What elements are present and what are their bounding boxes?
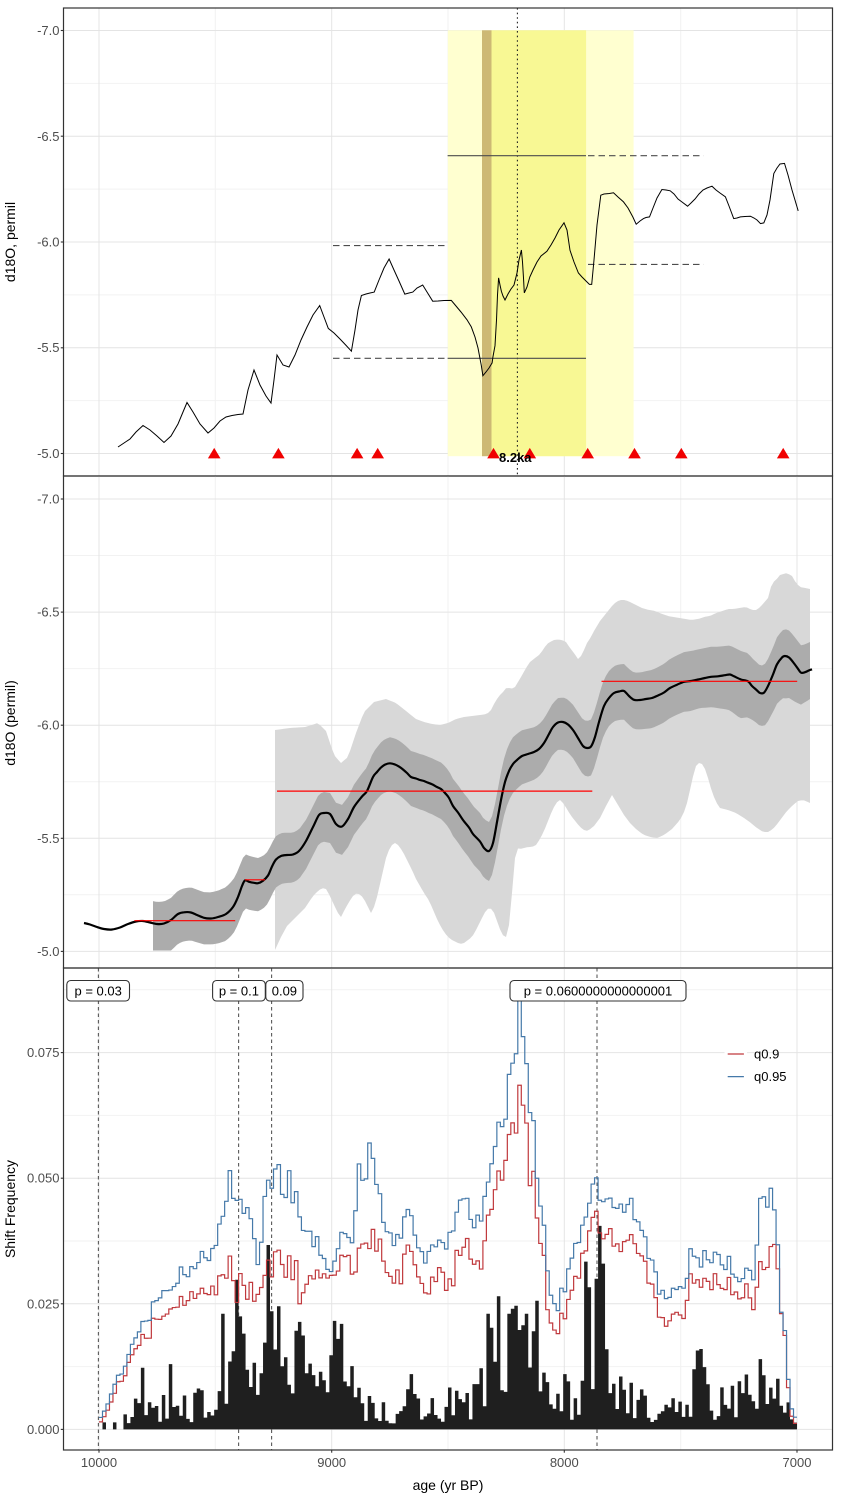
svg-text:p = 0.03: p = 0.03 [75,984,122,999]
svg-text:7000: 7000 [783,1455,812,1470]
svg-text:0.000: 0.000 [27,1422,60,1437]
svg-text:age (yr BP): age (yr BP) [413,1477,484,1493]
svg-text:-5.0: -5.0 [37,446,59,461]
svg-text:-6.5: -6.5 [37,605,59,620]
svg-text:0.050: 0.050 [27,1171,60,1186]
svg-text:0.075: 0.075 [27,1045,60,1060]
svg-text:0.09: 0.09 [272,984,297,999]
svg-text:-5.5: -5.5 [37,831,59,846]
svg-text:d18O (permil): d18O (permil) [2,680,18,766]
svg-text:p = 0.1: p = 0.1 [219,984,259,999]
svg-text:8000: 8000 [550,1455,579,1470]
svg-text:-7.0: -7.0 [37,23,59,38]
svg-text:-5.0: -5.0 [37,944,59,959]
svg-text:8.2ka: 8.2ka [499,450,532,465]
svg-text:10000: 10000 [81,1455,117,1470]
svg-text:-6.5: -6.5 [37,129,59,144]
svg-text:9000: 9000 [317,1455,346,1470]
svg-text:-5.5: -5.5 [37,340,59,355]
svg-text:p = 0.0600000000000001: p = 0.0600000000000001 [524,984,673,999]
svg-text:0.025: 0.025 [27,1296,60,1311]
svg-text:d18O, permil: d18O, permil [2,202,18,282]
svg-text:Shift Frequency: Shift Frequency [2,1160,18,1258]
svg-text:-6.0: -6.0 [37,235,59,250]
svg-text:-6.0: -6.0 [37,718,59,733]
svg-text:q0.9: q0.9 [754,1047,779,1062]
svg-text:-7.0: -7.0 [37,492,59,507]
svg-text:q0.95: q0.95 [754,1069,787,1084]
